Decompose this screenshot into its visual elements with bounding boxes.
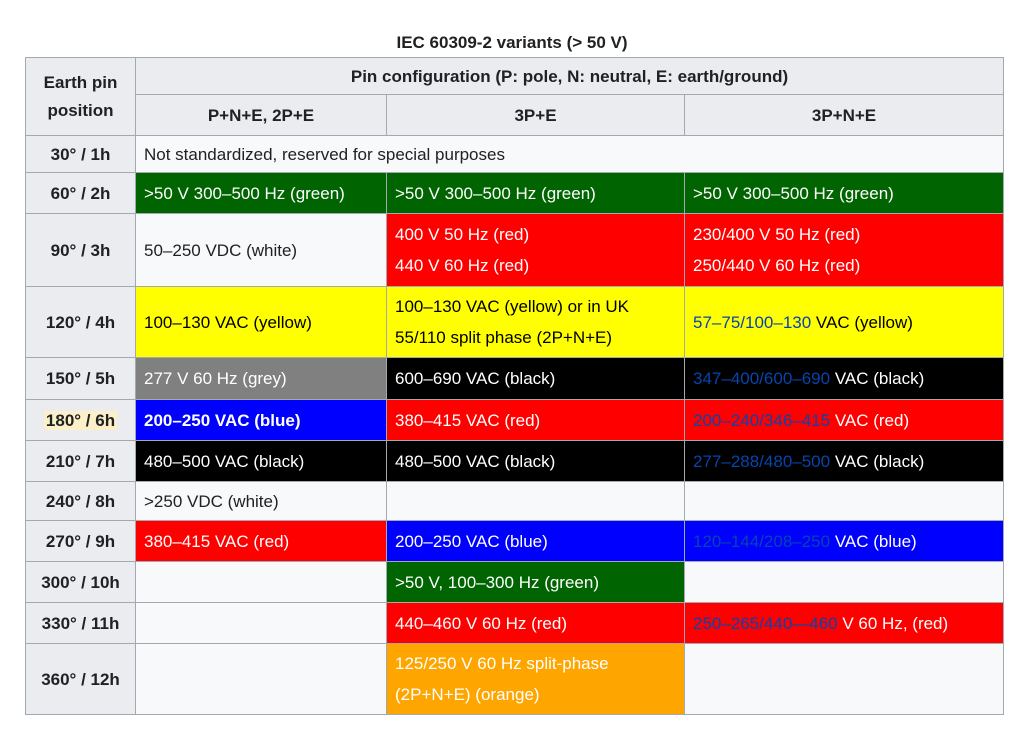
voltage-link[interactable]: 347–400/600–690 <box>693 369 831 388</box>
table-row: 360° / 12h 125/250 V 60 Hz split-phase (… <box>25 643 1005 715</box>
table-cell: >50 V 300–500 Hz (green) <box>386 172 685 214</box>
table-cell: >50 V, 100–300 Hz (green) <box>386 561 685 603</box>
cell-text: VAC (black) <box>830 451 925 471</box>
table-cell: 400 V 50 Hz (red) 440 V 60 Hz (red) <box>386 213 685 287</box>
pin-configuration-header: Pin configuration (P: pole, N: neutral, … <box>134 57 1005 95</box>
voltage-link[interactable]: 57–75/100–130 <box>693 312 812 332</box>
cell-line: 100–130 VAC (yellow) or in UK <box>395 297 630 316</box>
cell-line: 55/110 split phase (2P+N+E) <box>395 328 613 347</box>
row-header: 180° / 6h <box>25 399 136 441</box>
table-row: 300° / 10h >50 V, 100–300 Hz (green) <box>25 561 1005 603</box>
voltage-link[interactable]: 277–288/480–500 <box>693 451 831 471</box>
row-header: 240° / 8h <box>25 481 136 521</box>
iec-60309-table: Earth pin position Pin configuration (P:… <box>25 57 1005 715</box>
cell-line: 400 V 50 Hz (red) <box>395 225 530 244</box>
column-header-pne: P+N+E, 2P+E <box>135 94 387 136</box>
table-cell: >50 V 300–500 Hz (green) <box>683 172 1005 214</box>
table-row: 270° / 9h 380–415 VAC (red) 200–250 VAC … <box>25 520 1005 562</box>
cell-text: VAC (yellow) <box>811 312 913 332</box>
table-cell: 57–75/100–130 VAC (yellow) <box>683 286 1005 358</box>
table-cell: 100–130 VAC (yellow) <box>135 286 387 358</box>
table-cell-empty <box>683 481 1005 521</box>
table-cell-empty <box>683 561 1005 603</box>
table-cell-empty <box>135 643 387 715</box>
row-header: 60° / 2h <box>25 172 136 214</box>
cell-line: 440 V 60 Hz (red) <box>395 256 530 275</box>
row-header: 120° / 4h <box>25 286 136 358</box>
table-row: 240° / 8h >250 VDC (white) <box>25 481 1005 521</box>
table-cell-empty <box>386 481 685 521</box>
row-header: 330° / 11h <box>25 602 136 644</box>
table-row: 30° / 1h Not standardized, reserved for … <box>25 135 1005 173</box>
table-cell-empty <box>135 561 387 603</box>
table-cell: 200–250 VAC (blue) <box>386 520 685 562</box>
row-header: 150° / 5h <box>25 357 136 400</box>
table-cell: 440–460 V 60 Hz (red) <box>386 602 685 644</box>
table-cell: 230/400 V 50 Hz (red) 250/440 V 60 Hz (r… <box>683 213 1005 287</box>
earth-pin-position-header: Earth pin position <box>25 57 136 136</box>
table-caption: IEC 60309-2 variants (> 50 V) <box>396 33 628 52</box>
table-cell: >250 VDC (white) <box>135 481 387 521</box>
cell-line: 230/400 V 50 Hz (red) <box>693 225 861 244</box>
table-cell: 347–400/600–690 VAC (black) <box>683 357 1005 400</box>
table-cell: 600–690 VAC (black) <box>386 357 685 400</box>
cell-line: 125/250 V 60 Hz split-phase <box>395 654 609 673</box>
table-cell: 380–415 VAC (red) <box>135 520 387 562</box>
table-cell: 200–250 VAC (blue) <box>135 399 387 441</box>
row-header: 300° / 10h <box>25 561 136 603</box>
row-header: 360° / 12h <box>25 643 136 715</box>
table-cell: >50 V 300–500 Hz (green) <box>135 172 387 214</box>
row-header: 30° / 1h <box>25 135 136 173</box>
cell-line: (2P+N+E) (orange) <box>395 685 540 704</box>
row-header: 270° / 9h <box>25 520 136 562</box>
cell-text: V 60 Hz, (red) <box>837 613 949 633</box>
table-row: 60° / 2h >50 V 300–500 Hz (green) >50 V … <box>25 172 1005 214</box>
row-header: 90° / 3h <box>25 213 136 287</box>
table-cell: 277 V 60 Hz (grey) <box>135 357 387 400</box>
table-cell: 250–265/440—460 V 60 Hz, (red) <box>683 602 1005 644</box>
table-row: 150° / 5h 277 V 60 Hz (grey) 600–690 VAC… <box>25 357 1005 400</box>
table-row: 90° / 3h 50–250 VDC (white) 400 V 50 Hz … <box>25 213 1005 287</box>
table-cell: 100–130 VAC (yellow) or in UK 55/110 spl… <box>386 286 685 358</box>
table-cell: 380–415 VAC (red) <box>386 399 685 441</box>
table-cell: 125/250 V 60 Hz split-phase (2P+N+E) (or… <box>386 643 685 715</box>
table-cell: Not standardized, reserved for special p… <box>134 135 1005 173</box>
highlighted-row-header: 180° / 6h <box>43 410 118 430</box>
voltage-link[interactable]: 200–240/346–415 <box>693 410 831 430</box>
row-header: 210° / 7h <box>25 440 136 482</box>
table-cell: 120–144/208–250 VAC (blue) <box>683 520 1005 562</box>
voltage-link[interactable]: 250–265/440—460 <box>693 613 838 633</box>
column-header-3pne: 3P+N+E <box>683 94 1005 136</box>
table-cell-empty <box>683 643 1005 715</box>
cell-line: 250/440 V 60 Hz (red) <box>693 256 861 275</box>
cell-text: VAC (black) <box>830 369 925 388</box>
table-row: 120° / 4h 100–130 VAC (yellow) 100–130 V… <box>25 286 1005 358</box>
table-cell: 200–240/346–415 VAC (red) <box>683 399 1005 441</box>
cell-text: VAC (red) <box>830 410 910 430</box>
cell-text: VAC (blue) <box>830 531 917 551</box>
table-cell: 480–500 VAC (black) <box>386 440 685 482</box>
table-row: 180° / 6h 200–250 VAC (blue) 380–415 VAC… <box>25 399 1005 441</box>
table-cell: 480–500 VAC (black) <box>135 440 387 482</box>
table-cell-empty <box>135 602 387 644</box>
table-row: 330° / 11h 440–460 V 60 Hz (red) 250–265… <box>25 602 1005 644</box>
table-cell: 277–288/480–500 VAC (black) <box>683 440 1005 482</box>
table-row: 210° / 7h 480–500 VAC (black) 480–500 VA… <box>25 440 1005 482</box>
table-cell: 50–250 VDC (white) <box>135 213 387 287</box>
column-header-3pe: 3P+E <box>386 94 685 136</box>
voltage-link[interactable]: 120–144/208–250 <box>693 531 831 551</box>
